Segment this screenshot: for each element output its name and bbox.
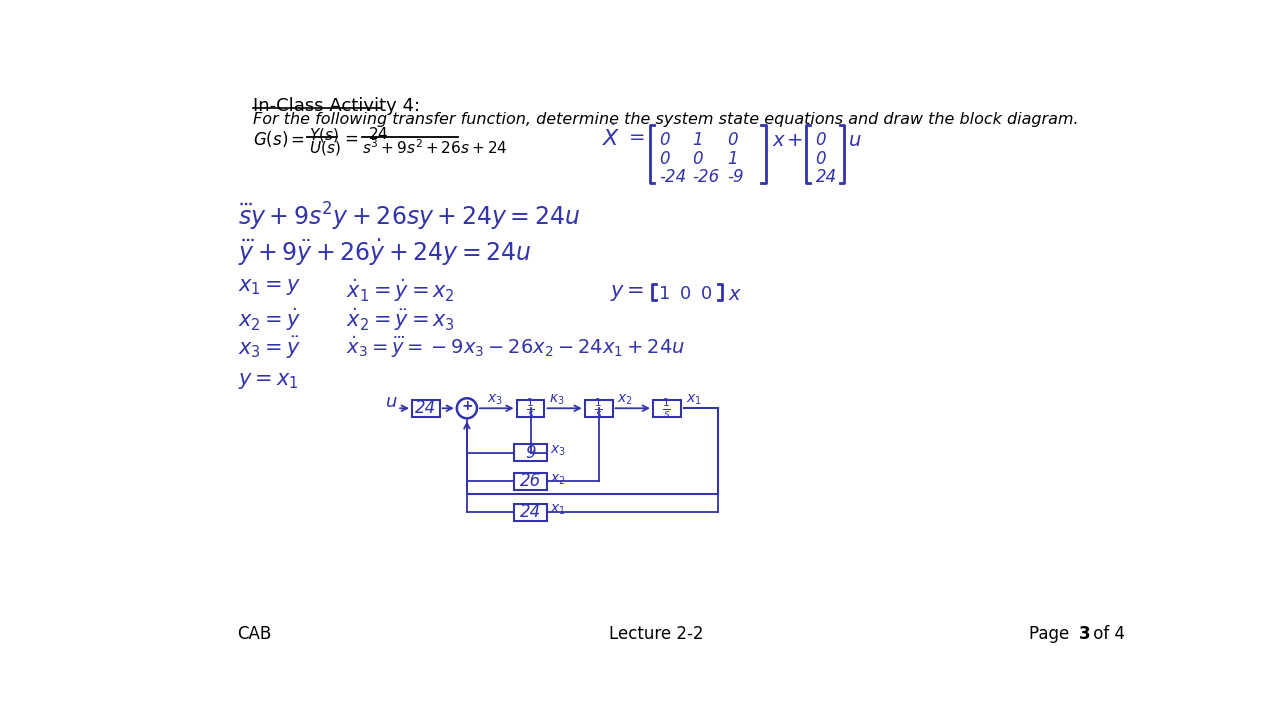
Text: $\frac{1}{s}$: $\frac{1}{s}$ [594, 397, 603, 420]
Text: $x$: $x$ [728, 285, 742, 304]
Text: $\dot{X}$: $\dot{X}$ [602, 123, 621, 150]
Text: 24: 24 [520, 503, 541, 521]
Bar [517, 400, 544, 417]
Text: $x_1$: $x_1$ [550, 503, 566, 518]
Text: 0: 0 [815, 150, 827, 168]
Text: $x_1$: $x_1$ [686, 393, 701, 408]
Text: $+$: $+$ [786, 131, 803, 150]
Text: +: + [461, 399, 472, 413]
Text: $x_2 = \dot{y}$: $x_2 = \dot{y}$ [238, 306, 301, 333]
Text: $\dddot{s}y + 9s^2y + 26sy + 24y = 24u$: $\dddot{s}y + 9s^2y + 26sy + 24y = 24u$ [238, 200, 580, 233]
Text: 0: 0 [815, 131, 827, 149]
Text: $y = x_1$: $y = x_1$ [238, 372, 298, 391]
Text: $G(s) =$: $G(s) =$ [253, 129, 305, 149]
Text: $x_3 = \ddot{y}$: $x_3 = \ddot{y}$ [238, 334, 301, 361]
Text: $\dot{x}_1 = \dot{y} = x_2$: $\dot{x}_1 = \dot{y} = x_2$ [346, 277, 454, 304]
Text: -9: -9 [727, 168, 744, 186]
Text: 1: 1 [692, 131, 703, 149]
Text: $\dot{x}_3 = \dddot{y} = -9x_3 - 26x_2 - 24x_1 + 24u$: $\dot{x}_3 = \dddot{y} = -9x_3 - 26x_2 -… [346, 334, 685, 360]
Text: For the following transfer function, determine the system state equations and dr: For the following transfer function, det… [253, 112, 1079, 127]
Bar [585, 400, 613, 417]
Text: Page: Page [1029, 626, 1074, 644]
Bar [515, 504, 547, 521]
Bar [412, 400, 440, 417]
Text: $x_2$: $x_2$ [550, 472, 566, 487]
Text: $=$: $=$ [342, 129, 358, 147]
Text: 3: 3 [1078, 626, 1091, 644]
Text: 9: 9 [525, 444, 536, 462]
Text: 0: 0 [692, 150, 703, 168]
Text: 0: 0 [659, 131, 669, 149]
Text: $u$: $u$ [385, 393, 397, 411]
Text: $\frac{1}{s}$: $\frac{1}{s}$ [526, 397, 535, 420]
Text: 24: 24 [815, 168, 837, 186]
Text: $\dot{x}_2 = \ddot{y} = x_3$: $\dot{x}_2 = \ddot{y} = x_3$ [346, 306, 454, 333]
Text: 26: 26 [520, 472, 541, 490]
Text: $\dddot{y} + 9\ddot{y} + 26\dot{y} + 24y = 24u$: $\dddot{y} + 9\ddot{y} + 26\dot{y} + 24y… [238, 238, 531, 268]
Text: -26: -26 [692, 168, 719, 186]
Text: 0: 0 [659, 150, 669, 168]
Text: Lecture 2-2: Lecture 2-2 [609, 626, 703, 644]
Text: $U(s)$: $U(s)$ [308, 139, 340, 157]
Text: 1: 1 [727, 150, 739, 168]
Text: $x_3$: $x_3$ [550, 444, 566, 458]
Text: $\kappa_3$: $\kappa_3$ [549, 393, 564, 408]
Text: $u$: $u$ [849, 131, 861, 150]
Text: $x_2$: $x_2$ [617, 393, 634, 408]
Text: of 4: of 4 [1088, 626, 1125, 644]
Text: $y = $: $y = $ [609, 283, 644, 302]
Text: $=$: $=$ [625, 126, 645, 145]
Text: $x_1 = y$: $x_1 = y$ [238, 277, 301, 297]
Text: CAB: CAB [238, 626, 271, 644]
Text: $Y(s)$: $Y(s)$ [308, 127, 339, 145]
Text: -24: -24 [659, 168, 686, 186]
Text: $x$: $x$ [772, 131, 786, 150]
Bar [653, 400, 681, 417]
Text: 24: 24 [415, 400, 436, 418]
Text: $\frac{1}{s}$: $\frac{1}{s}$ [663, 397, 671, 420]
Bar [515, 444, 547, 462]
Text: $1 \;\; 0 \;\; 0$: $1 \;\; 0 \;\; 0$ [658, 285, 713, 303]
Text: $24$: $24$ [367, 127, 388, 143]
Text: $s^3 + 9s^2 + 26s + 24$: $s^3 + 9s^2 + 26s + 24$ [361, 139, 507, 158]
Bar [515, 473, 547, 490]
Text: $x_3$: $x_3$ [488, 393, 503, 408]
Text: In-Class Activity 4:: In-Class Activity 4: [253, 97, 420, 115]
Text: 0: 0 [727, 131, 739, 149]
